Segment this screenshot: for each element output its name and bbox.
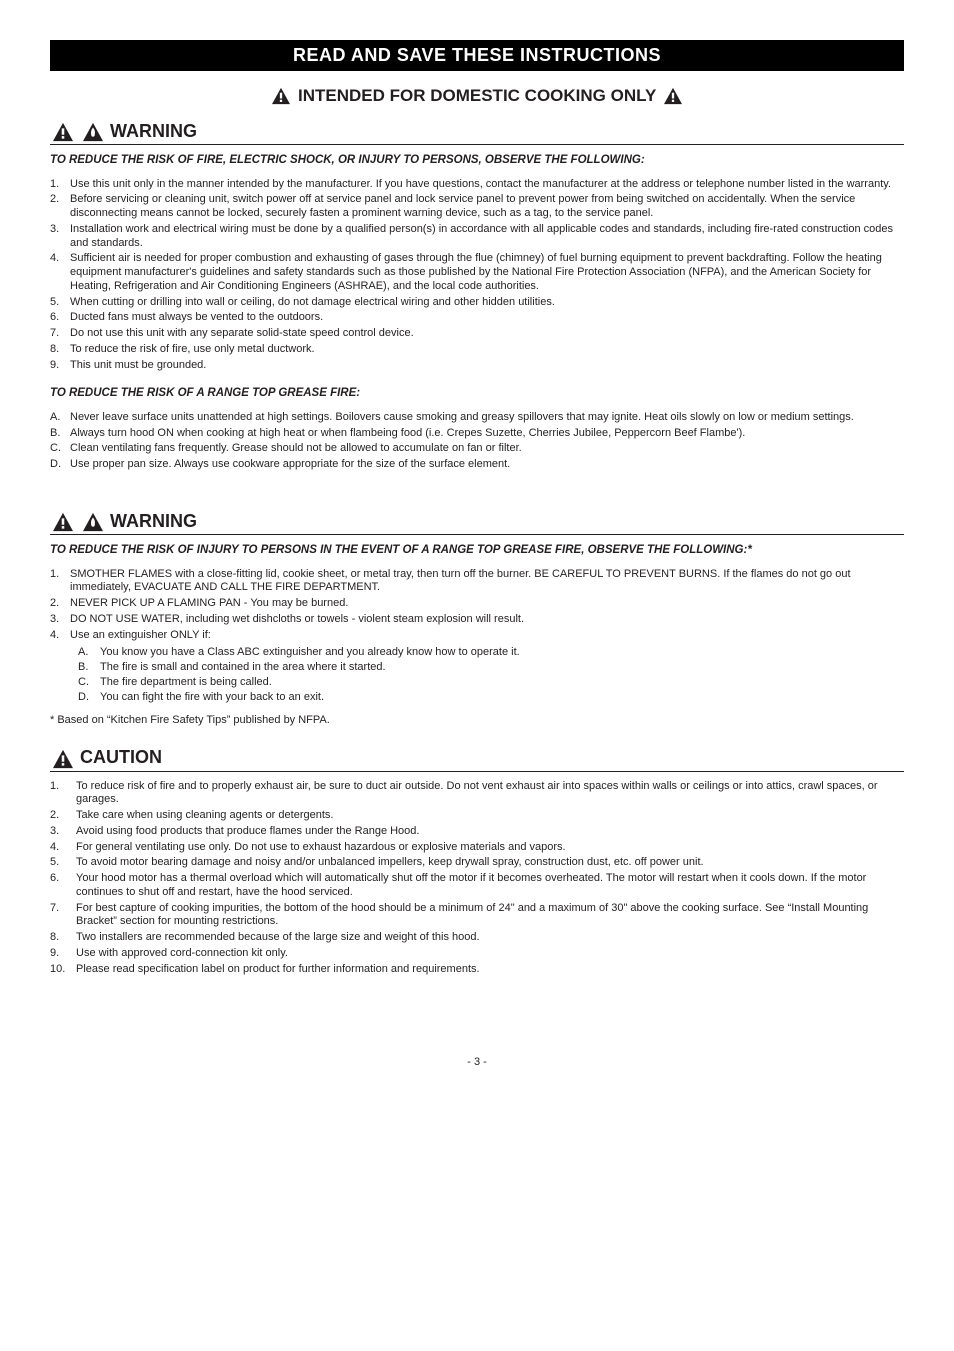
list-item: To reduce risk of fire and to properly e… <box>76 780 904 808</box>
list-item: NEVER PICK UP A FLAMING PAN - You may be… <box>70 597 904 611</box>
warning1-list: 1.Use this unit only in the manner inten… <box>50 178 904 373</box>
warning2-sublist: A.You know you have a Class ABC extingui… <box>50 646 904 704</box>
flame-icon <box>82 122 104 142</box>
caution-heading: CAUTION <box>50 746 904 772</box>
list-item: Your hood motor has a thermal overload w… <box>76 872 904 900</box>
list-item: To avoid motor bearing damage and noisy … <box>76 856 904 870</box>
warning1-heading: WARNING <box>50 120 904 146</box>
list-item: The fire department is being called. <box>100 676 904 690</box>
list-item: Ducted fans must always be vented to the… <box>70 311 904 325</box>
warning-icon <box>52 512 74 532</box>
list-item: Two installers are recommended because o… <box>76 931 904 945</box>
list-item: For best capture of cooking impurities, … <box>76 902 904 930</box>
list-item: Installation work and electrical wiring … <box>70 223 904 251</box>
list-item: Clean ventilating fans frequently. Greas… <box>70 442 904 456</box>
list-item: Use this unit only in the manner intende… <box>70 178 904 192</box>
list-item: Use proper pan size. Always use cookware… <box>70 458 904 472</box>
subbanner: INTENDED FOR DOMESTIC COOKING ONLY <box>50 85 904 106</box>
warning1-lead: TO REDUCE THE RISK OF FIRE, ELECTRIC SHO… <box>50 153 904 167</box>
banner-title: READ AND SAVE THESE INSTRUCTIONS <box>50 40 904 71</box>
list-item: Please read specification label on produ… <box>76 963 904 977</box>
warning2-note: * Based on “Kitchen Fire Safety Tips” pu… <box>50 714 904 728</box>
subbanner-text: INTENDED FOR DOMESTIC COOKING ONLY <box>298 86 656 105</box>
warning1-list2: A.Never leave surface units unattended a… <box>50 411 904 472</box>
warning1-title: WARNING <box>110 120 197 143</box>
list-item: When cutting or drilling into wall or ce… <box>70 296 904 310</box>
warning2-lead: TO REDUCE THE RISK OF INJURY TO PERSONS … <box>50 543 904 557</box>
list-item: DO NOT USE WATER, including wet dishclot… <box>70 613 904 627</box>
list-item: Use an extinguisher ONLY if: <box>70 629 904 643</box>
list-item: You can fight the fire with your back to… <box>100 691 904 705</box>
list-item: The fire is small and contained in the a… <box>100 661 904 675</box>
warning2-list: 1.SMOTHER FLAMES with a close-fitting li… <box>50 568 904 643</box>
warning2-heading: WARNING <box>50 510 904 536</box>
warning-icon <box>663 87 683 105</box>
list-item: Take care when using cleaning agents or … <box>76 809 904 823</box>
list-item: This unit must be grounded. <box>70 359 904 373</box>
warning-icon <box>52 122 74 142</box>
list-item: You know you have a Class ABC extinguish… <box>100 646 904 660</box>
list-item: Before servicing or cleaning unit, switc… <box>70 193 904 221</box>
list-item: Use with approved cord-connection kit on… <box>76 947 904 961</box>
list-item: To reduce the risk of fire, use only met… <box>70 343 904 357</box>
list-item: Avoid using food products that produce f… <box>76 825 904 839</box>
list-item: Sufficient air is needed for proper comb… <box>70 252 904 293</box>
warning-icon <box>271 87 291 105</box>
flame-icon <box>82 512 104 532</box>
warning1-lead2: TO REDUCE THE RISK OF A RANGE TOP GREASE… <box>50 386 904 400</box>
list-item: For general ventilating use only. Do not… <box>76 841 904 855</box>
warning-icon <box>52 749 74 769</box>
caution-title: CAUTION <box>80 746 162 769</box>
list-item: Never leave surface units unattended at … <box>70 411 904 425</box>
list-item: Do not use this unit with any separate s… <box>70 327 904 341</box>
warning2-title: WARNING <box>110 510 197 533</box>
list-item: Always turn hood ON when cooking at high… <box>70 427 904 441</box>
caution-list: 1.To reduce risk of fire and to properly… <box>50 780 904 977</box>
list-item: SMOTHER FLAMES with a close-fitting lid,… <box>70 568 904 596</box>
page-number: - 3 - <box>50 1056 904 1070</box>
